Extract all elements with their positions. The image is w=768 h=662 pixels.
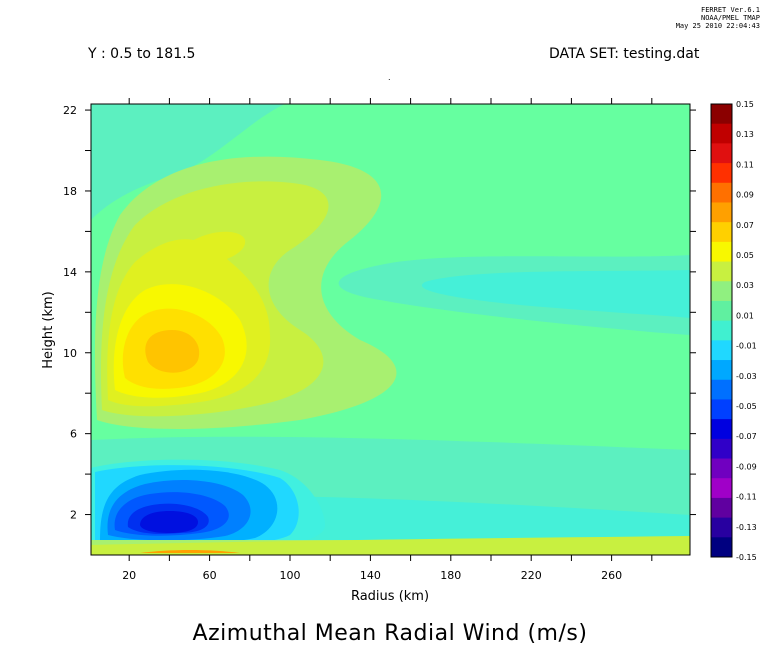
contour-surface-band-2: [91, 536, 690, 555]
y-tick-label: 18: [63, 185, 77, 198]
contour-upper-cyan: [91, 104, 285, 220]
colorbar-swatch: [711, 478, 732, 499]
y-range-label: Y : 0.5 to 181.5: [88, 46, 196, 62]
ferret-lab: NOAA/PMEL TMAP: [700, 14, 760, 22]
colorbar-swatch: [711, 458, 732, 479]
colorbar-label: 0.03: [736, 281, 754, 290]
colorbar-label: -0.09: [736, 462, 757, 471]
contour-pos-3b: [175, 231, 246, 268]
colorbar-swatch: [711, 399, 732, 420]
colorbar-frame: [710, 103, 733, 558]
colorbar-swatch: [711, 497, 732, 519]
x-tick-label: 140: [360, 569, 381, 582]
ferret-credit: FERRET Ver.6.1 NOAA/PMEL TMAP May 25 201…: [676, 6, 760, 30]
colorbar-label: 0.09: [736, 191, 754, 200]
y-axis: 2 6 10 14 18 22: [63, 104, 696, 522]
colorbar-label: -0.11: [736, 493, 757, 502]
ferret-version: FERRET Ver.6.1: [700, 6, 760, 14]
contour-pos-max: [145, 330, 200, 373]
colorbar-swatch: [711, 537, 732, 558]
colorbar-swatch: [711, 143, 732, 164]
colorbar: 0.15 0.13 0.11 0.09 0.07 0.05 0.03 0.01 -0.01 -0.…: [710, 100, 757, 562]
colorbar-label: -0.07: [736, 432, 757, 441]
x-tick-label: 60: [203, 569, 217, 582]
colorbar-swatch: [711, 320, 732, 341]
colorbar-swatch: [711, 281, 732, 302]
y-tick-label: 6: [70, 428, 77, 441]
y-axis-label: Height (km): [41, 291, 56, 368]
plot-frame: [90, 103, 691, 556]
colorbar-swatch: [711, 300, 732, 322]
colorbar-label: 0.15: [736, 100, 754, 109]
colorbar-label: -0.01: [736, 342, 757, 351]
colorbar-label: 0.11: [736, 160, 754, 169]
colorbar-swatch: [711, 202, 732, 223]
contour-field: [91, 104, 690, 555]
colorbar-label: 0.07: [736, 221, 754, 230]
chart-title: Azimuthal Mean Radial Wind (m/s): [193, 621, 588, 646]
colorbar-swatch: [711, 222, 732, 243]
colorbar-label: 0.01: [736, 311, 754, 320]
contour-surface-pos: [140, 550, 240, 553]
y-tick-label: 2: [70, 509, 77, 522]
colorbar-label: 0.13: [736, 130, 754, 139]
colorbar-label: -0.15: [736, 553, 757, 562]
colorbar-swatch: [711, 340, 732, 361]
x-axis-label: Radius (km): [351, 589, 429, 604]
colorbar-swatch: [711, 360, 732, 381]
colorbar-label: -0.05: [736, 402, 757, 411]
x-tick-label: 100: [279, 569, 300, 582]
contour-neg-min: [140, 511, 198, 533]
x-tick-label: 220: [521, 569, 542, 582]
x-tick-label: 260: [601, 569, 622, 582]
contour-right-lobe-inner: [421, 270, 690, 318]
y-tick-label: 14: [63, 266, 77, 279]
colorbar-swatch: [711, 241, 732, 263]
dot-marker: .: [388, 73, 391, 82]
colorbar-label: -0.13: [736, 523, 757, 532]
dataset-label: DATA SET: testing.dat: [549, 46, 700, 62]
colorbar-swatch: [711, 104, 732, 125]
colorbar-label: -0.03: [736, 372, 757, 381]
x-tick-label: 20: [122, 569, 136, 582]
colorbar-swatch: [711, 517, 732, 538]
colorbar-swatch: [711, 438, 732, 460]
colorbar-swatch: [711, 123, 732, 144]
x-tick-label: 180: [440, 569, 461, 582]
colorbar-swatch: [711, 379, 732, 400]
x-axis: 20 60 100 140 180 220 260: [122, 98, 653, 582]
colorbar-swatch: [711, 182, 732, 203]
y-tick-label: 22: [63, 104, 77, 117]
colorbar-swatch: [711, 261, 732, 282]
ferret-date: May 25 2010 22:04:43: [675, 22, 760, 30]
colorbar-swatch: [711, 163, 732, 184]
y-tick-label: 10: [63, 347, 77, 360]
colorbar-label: 0.05: [736, 251, 754, 260]
colorbar-swatch: [711, 419, 732, 440]
